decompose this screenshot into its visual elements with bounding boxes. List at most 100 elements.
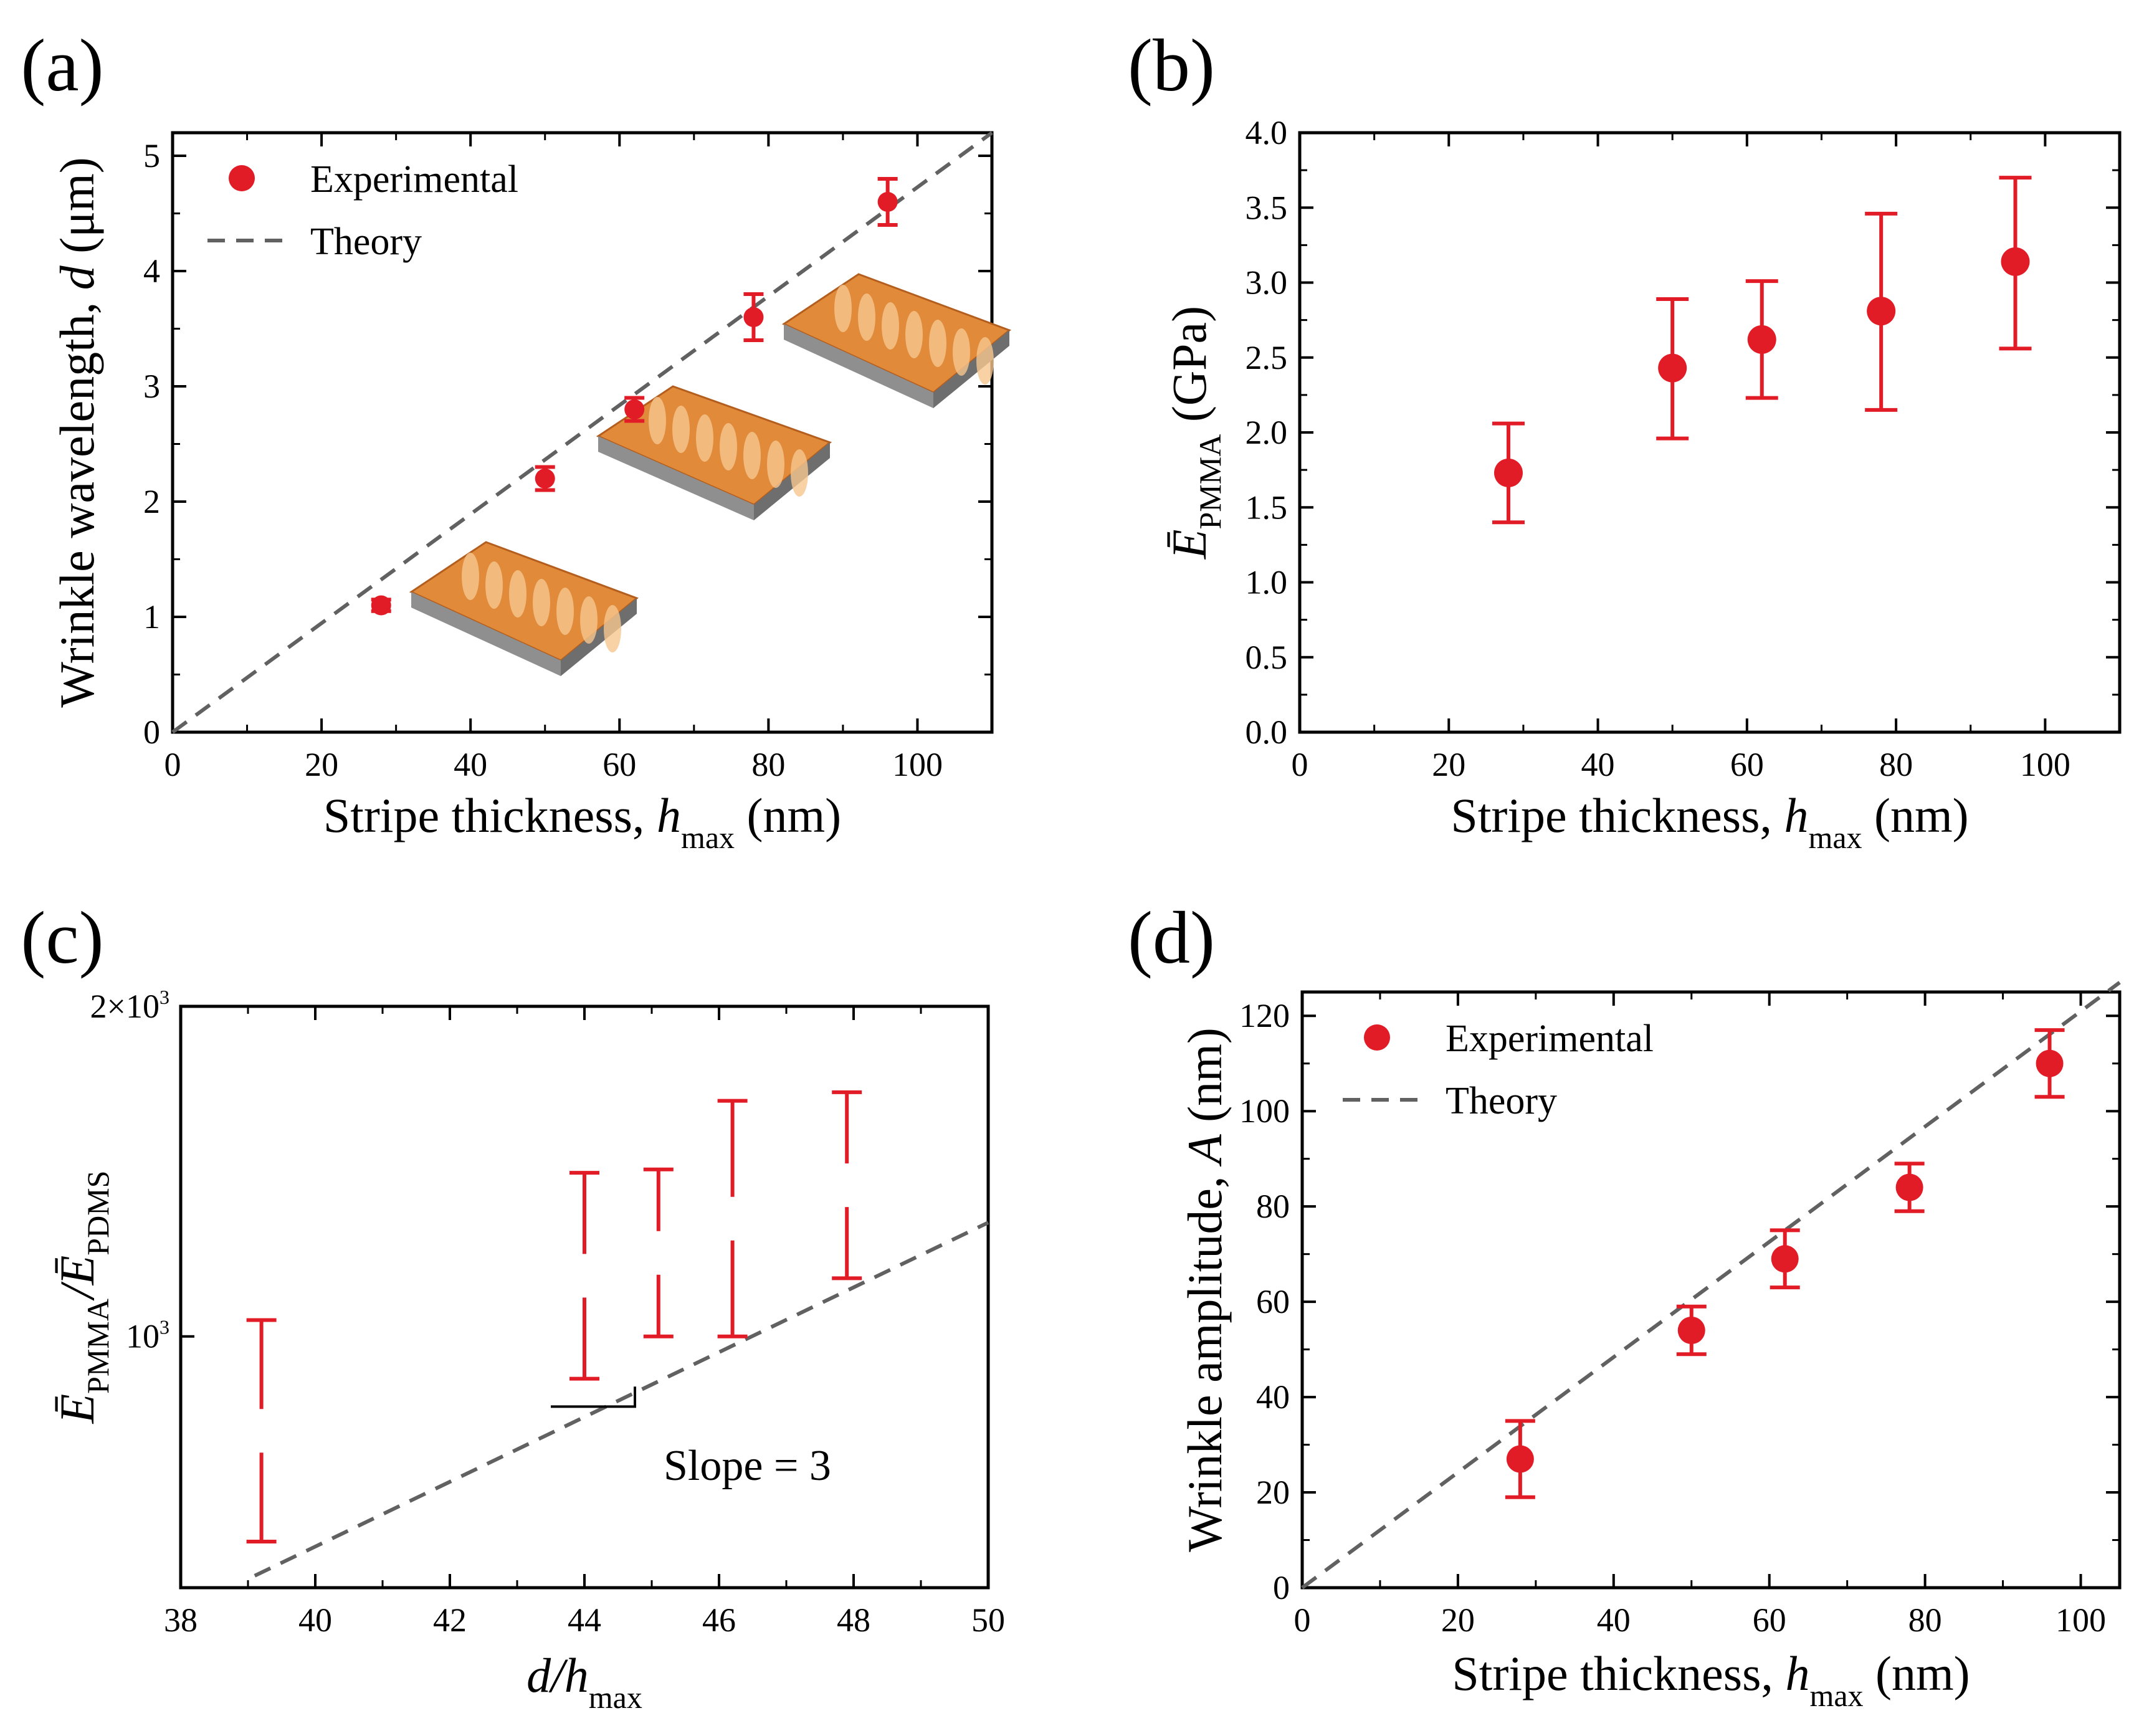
y-tick-label: 60 [1256, 1283, 1290, 1320]
y-tick-label: 40 [1256, 1378, 1290, 1416]
x-tick-label: 60 [1730, 746, 1764, 783]
y-title-mid: /Ē [50, 1256, 104, 1301]
y-tick-base: 10 [126, 1318, 160, 1355]
y-tick-label: 0 [143, 713, 160, 751]
x-tick-label: 80 [1908, 1601, 1942, 1639]
afm-ridge [905, 311, 923, 358]
y-title-sub1: PMMA [80, 1299, 115, 1394]
x-title-var: d/h [526, 1648, 589, 1702]
x-title-sub: max [681, 820, 735, 855]
x-tick-label: 100 [2020, 746, 2070, 783]
afm-ridge [834, 285, 852, 332]
x-tick-label: 0 [1292, 746, 1308, 783]
x-tick-label: 20 [1441, 1601, 1475, 1639]
data-point [1747, 325, 1776, 354]
x-title-text: Stripe thickness, [1452, 1646, 1785, 1700]
data-point [877, 192, 898, 212]
x-tick-label: 100 [892, 746, 943, 783]
afm-ridge [743, 432, 761, 479]
y-tick-label: 4 [143, 252, 160, 290]
x-tick-label: 20 [305, 746, 338, 783]
data-point [2001, 247, 2030, 276]
theory-line [254, 1221, 989, 1578]
x-title-text: Stripe thickness, [323, 788, 657, 842]
y-title-unit: (nm) [1178, 1028, 1232, 1134]
afm-inset-side [598, 436, 754, 520]
x-title-var: h [657, 788, 681, 842]
data-point [2036, 1049, 2064, 1077]
x-title-sub: max [589, 1680, 642, 1715]
x-tick-label: 60 [603, 746, 636, 783]
y-tick-label: 3.0 [1246, 264, 1288, 302]
y-tick-label: 2×103 [90, 986, 169, 1025]
y-tick-exp: 3 [160, 1316, 169, 1338]
y-tick-label: 103 [126, 1316, 169, 1355]
y-tick-label: 0 [1273, 1569, 1290, 1606]
legend-label-theory: Theory [1446, 1080, 1557, 1122]
y-tick-label: 2 [143, 483, 160, 520]
panel-b: (b) 0 20 40 60 80 100 0.0 0.5 1.0 1.5 2.0 2.5 3.0 3.5 4… [1128, 24, 2122, 855]
y-axis-title: Wrinkle amplitude, A (nm) [1178, 1028, 1232, 1552]
afm-ridge [604, 605, 621, 652]
plot-frame [179, 1004, 990, 1590]
y-tick-label: 5 [143, 137, 160, 174]
data-point [371, 595, 391, 616]
x-tick-label: 40 [1597, 1601, 1631, 1639]
x-tick-label: 40 [1581, 746, 1615, 783]
y-tick-exp: 3 [160, 986, 169, 1008]
x-tick-label: 46 [702, 1601, 736, 1639]
y-title-var: Ē [50, 1394, 104, 1424]
y-tick-label: 3 [143, 368, 160, 405]
data-point [1658, 353, 1687, 383]
afm-ridge [858, 293, 875, 341]
x-tick-label: 80 [1879, 746, 1913, 783]
y-title-var: Ē [1162, 529, 1216, 560]
legend-marker-experimental [229, 165, 255, 191]
afm-ridge [791, 449, 808, 497]
x-title-unit: (nm) [735, 788, 841, 842]
afm-inset [409, 541, 639, 676]
data-point [1895, 1173, 1923, 1201]
afm-inset-side [784, 324, 933, 408]
x-tick-label: 0 [1294, 1601, 1311, 1639]
x-title-sub: max [1809, 1678, 1863, 1713]
x-title-var: h [1785, 1646, 1809, 1700]
x-tick-label: 0 [164, 746, 181, 783]
afm-ridge [649, 397, 666, 444]
x-title-unit: (nm) [1862, 788, 1969, 842]
y-tick-label: 0.5 [1246, 639, 1288, 676]
afm-ridge [462, 553, 479, 600]
y-tick-label: 80 [1256, 1188, 1290, 1225]
panel-d: (d) 0 20 40 60 80 100 0 20 40 60 80 100 120 Experiment… [1128, 896, 2122, 1713]
y-title-sub2: PDMS [80, 1170, 115, 1255]
x-axis-title: Stripe thickness, hmax (nm) [323, 788, 841, 855]
data-point [535, 469, 555, 489]
x-tick-label: 40 [454, 746, 487, 783]
legend-marker-experimental [1364, 1024, 1390, 1051]
x-tick-label: 48 [837, 1601, 870, 1639]
y-title-var: d [50, 265, 104, 290]
afm-ridge [720, 423, 737, 470]
x-tick-label: 50 [971, 1601, 1005, 1639]
x-tick-label: 42 [433, 1601, 467, 1639]
y-tick-label: 3.5 [1246, 189, 1288, 226]
panel-label-a: (a) [21, 24, 103, 107]
y-axis-title: Wrinkle wavelength, d (μm) [50, 157, 104, 707]
afm-ridge [696, 414, 713, 462]
panel-label-d: (d) [1128, 896, 1215, 979]
plot-frame [171, 131, 994, 734]
afm-ridge [485, 561, 503, 609]
y-tick-label: 100 [1239, 1092, 1290, 1130]
y-tick-label: 1.0 [1246, 564, 1288, 601]
y-tick-base: 2×10 [90, 988, 160, 1025]
afm-ridge [556, 588, 574, 635]
data-point [743, 307, 764, 327]
y-tick-label: 2.0 [1246, 414, 1288, 451]
afm-ridge [672, 406, 690, 453]
afm-ridge [509, 570, 526, 618]
theory-line [1301, 981, 2121, 1590]
afm-ridge [929, 320, 946, 367]
x-title-text: Stripe thickness, [1451, 788, 1784, 842]
x-tick-label: 60 [1753, 1601, 1786, 1639]
y-title-sub: PMMA [1193, 434, 1227, 530]
